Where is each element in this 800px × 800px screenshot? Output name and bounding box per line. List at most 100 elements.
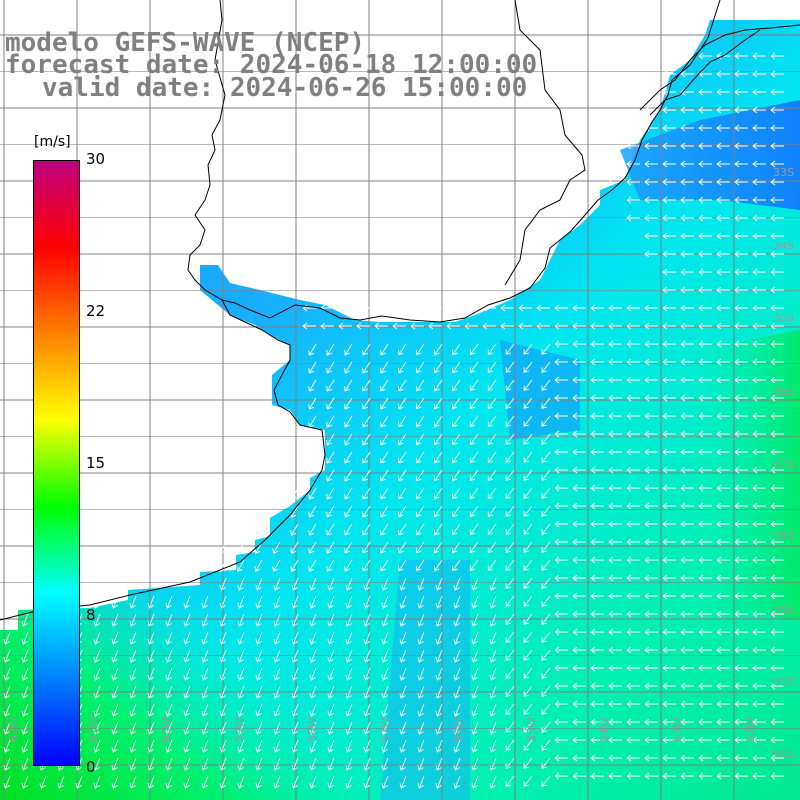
wind-arrow — [626, 664, 640, 672]
wind-arrow — [608, 412, 622, 420]
wind-arrow — [433, 433, 443, 446]
wind-arrow — [399, 685, 407, 699]
wind-arrow — [572, 736, 586, 744]
wind-arrow — [590, 700, 604, 708]
wind-arrow — [644, 358, 658, 366]
wind-arrow — [608, 430, 622, 438]
wind-arrow — [433, 469, 443, 482]
wind-arrow — [505, 667, 515, 679]
wind-arrow — [523, 523, 533, 535]
wind-arrow — [21, 649, 29, 663]
wind-arrow — [410, 304, 424, 312]
wind-arrow — [626, 502, 640, 510]
wind-arrow — [608, 448, 622, 456]
wind-arrow — [308, 379, 317, 392]
wind-arrow — [752, 52, 766, 60]
wind-arrow — [608, 664, 622, 672]
wind-arrow — [698, 412, 712, 420]
wind-arrow — [344, 397, 353, 410]
wind-arrow — [698, 376, 712, 384]
wind-arrow — [734, 412, 748, 420]
wind-arrow — [523, 559, 533, 571]
wind-arrow — [362, 361, 371, 374]
wind-arrow — [129, 721, 137, 735]
wind-arrow — [626, 412, 640, 420]
wind-arrow — [381, 721, 389, 735]
wind-arrow — [165, 703, 173, 717]
wind-arrow — [147, 595, 155, 609]
wind-arrow — [523, 613, 533, 625]
wind-arrow — [572, 610, 586, 618]
wind-arrow — [770, 718, 784, 726]
wind-arrow — [644, 556, 658, 564]
wind-arrow — [237, 721, 245, 735]
wind-arrow — [680, 70, 694, 78]
wind-arrow — [626, 142, 640, 150]
wind-arrow — [291, 775, 299, 789]
wind-arrow — [309, 613, 317, 627]
wind-arrow — [770, 268, 784, 276]
wind-arrow — [716, 196, 730, 204]
wind-arrow — [344, 415, 353, 428]
wind-arrow — [523, 397, 533, 409]
wind-arrow — [435, 739, 443, 753]
wind-arrow — [39, 775, 47, 789]
wind-arrow — [93, 703, 101, 717]
wind-arrow — [608, 646, 622, 654]
wind-arrow — [129, 667, 137, 681]
wind-arrow — [590, 520, 604, 528]
wind-arrow — [698, 250, 712, 258]
wind-arrow — [644, 340, 658, 348]
wind-arrow — [451, 487, 461, 500]
wind-arrow — [734, 70, 748, 78]
wind-arrow — [716, 700, 730, 708]
colorbar — [33, 160, 80, 766]
wind-arrow — [680, 322, 694, 330]
wind-arrow — [752, 736, 766, 744]
wind-arrow — [734, 214, 748, 222]
wind-arrow — [662, 682, 676, 690]
wind-arrow — [590, 466, 604, 474]
wind-arrow — [487, 397, 497, 410]
wind-arrow — [489, 667, 497, 681]
wind-arrow — [398, 541, 407, 554]
wind-arrow — [608, 700, 622, 708]
wind-arrow — [237, 595, 245, 609]
wind-arrow — [770, 664, 784, 672]
wind-arrow — [291, 757, 299, 771]
wind-arrow — [308, 397, 317, 410]
wind-arrow — [608, 610, 622, 618]
wind-arrow — [505, 343, 515, 355]
lat-label: 39S — [773, 603, 794, 616]
wind-arrow — [716, 250, 730, 258]
wind-arrow — [290, 559, 299, 572]
wind-arrow — [734, 628, 748, 636]
wind-arrow — [237, 685, 245, 699]
wind-arrow — [554, 754, 568, 762]
wind-arrow — [680, 718, 694, 726]
wind-arrow — [21, 667, 29, 681]
ocean-blue-ne — [620, 100, 800, 210]
wind-arrow — [309, 631, 317, 645]
wind-arrow — [716, 592, 730, 600]
wind-arrow — [590, 556, 604, 564]
ocean-blue-channel — [380, 560, 470, 800]
wind-arrow — [469, 469, 479, 482]
wind-arrow — [327, 721, 335, 735]
wind-arrow — [734, 286, 748, 294]
wind-arrow — [662, 286, 676, 294]
wind-arrow — [752, 358, 766, 366]
wind-arrow — [680, 754, 694, 762]
wind-arrow — [453, 631, 461, 645]
wind-arrow — [716, 322, 730, 330]
wind-arrow — [590, 358, 604, 366]
lagoon-outline — [639, 24, 800, 111]
wind-arrow — [572, 430, 586, 438]
lon-label: 59W — [233, 717, 246, 742]
wind-arrow — [487, 415, 497, 428]
wind-arrow — [326, 343, 335, 356]
wind-arrow — [344, 343, 353, 356]
wind-arrow — [662, 268, 676, 276]
wind-arrow — [523, 577, 533, 589]
wind-arrow — [327, 685, 335, 699]
